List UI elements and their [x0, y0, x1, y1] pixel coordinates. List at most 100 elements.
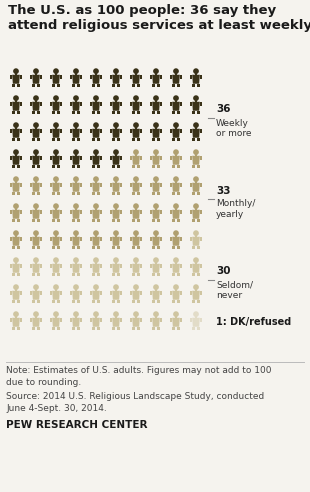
- Polygon shape: [192, 318, 200, 327]
- Circle shape: [193, 311, 199, 317]
- Bar: [150, 264, 152, 268]
- Bar: [95, 235, 97, 237]
- Bar: [150, 101, 152, 106]
- Bar: [40, 264, 42, 268]
- Bar: [50, 183, 52, 186]
- Bar: [17, 138, 20, 141]
- Bar: [57, 246, 60, 249]
- Circle shape: [153, 230, 159, 236]
- Bar: [55, 73, 57, 75]
- Bar: [70, 237, 72, 241]
- Bar: [110, 210, 112, 214]
- Bar: [37, 138, 40, 141]
- Bar: [17, 111, 20, 114]
- Bar: [157, 192, 160, 195]
- Circle shape: [53, 176, 59, 182]
- Bar: [35, 127, 37, 129]
- Polygon shape: [12, 183, 20, 192]
- Bar: [92, 300, 95, 304]
- Bar: [75, 316, 78, 318]
- Circle shape: [73, 311, 79, 317]
- Bar: [172, 300, 175, 304]
- Bar: [153, 327, 155, 330]
- Bar: [90, 317, 92, 322]
- Polygon shape: [92, 237, 100, 246]
- Bar: [33, 111, 35, 114]
- Bar: [73, 138, 75, 141]
- Circle shape: [113, 203, 119, 209]
- Bar: [80, 237, 82, 241]
- Bar: [175, 262, 177, 264]
- Bar: [10, 74, 12, 79]
- Circle shape: [33, 230, 39, 236]
- Circle shape: [153, 95, 159, 101]
- Polygon shape: [192, 291, 200, 300]
- Bar: [172, 84, 175, 88]
- Bar: [113, 138, 115, 141]
- Bar: [132, 138, 135, 141]
- Bar: [160, 237, 162, 241]
- Bar: [197, 138, 200, 141]
- Bar: [97, 327, 100, 330]
- Polygon shape: [152, 102, 160, 111]
- Bar: [160, 183, 162, 186]
- Polygon shape: [112, 102, 120, 111]
- Bar: [75, 181, 78, 183]
- Bar: [140, 128, 142, 132]
- Circle shape: [173, 95, 179, 101]
- Circle shape: [113, 284, 119, 290]
- Bar: [135, 208, 137, 210]
- Circle shape: [193, 149, 199, 155]
- Bar: [137, 246, 140, 249]
- Bar: [170, 210, 172, 214]
- Bar: [140, 155, 142, 159]
- Bar: [157, 273, 160, 277]
- Bar: [180, 237, 182, 241]
- Bar: [40, 101, 42, 106]
- Bar: [92, 219, 95, 222]
- Bar: [90, 155, 92, 159]
- Bar: [97, 273, 100, 277]
- Circle shape: [113, 257, 119, 263]
- Bar: [177, 138, 179, 141]
- Bar: [40, 317, 42, 322]
- Polygon shape: [172, 264, 180, 273]
- Polygon shape: [152, 75, 160, 84]
- Bar: [52, 84, 55, 88]
- Bar: [30, 290, 32, 295]
- Polygon shape: [192, 102, 200, 111]
- Bar: [57, 165, 60, 168]
- Polygon shape: [192, 183, 200, 192]
- Polygon shape: [12, 210, 20, 219]
- Polygon shape: [132, 291, 140, 300]
- Bar: [193, 327, 195, 330]
- Bar: [37, 84, 40, 88]
- Bar: [195, 100, 197, 102]
- Bar: [155, 73, 157, 75]
- Circle shape: [113, 68, 119, 74]
- Bar: [120, 74, 122, 79]
- Bar: [10, 101, 12, 106]
- Bar: [33, 165, 35, 168]
- Polygon shape: [92, 264, 100, 273]
- Bar: [12, 84, 15, 88]
- Bar: [30, 101, 32, 106]
- Polygon shape: [132, 183, 140, 192]
- Polygon shape: [52, 129, 60, 138]
- Bar: [195, 154, 197, 156]
- Bar: [80, 101, 82, 106]
- Bar: [33, 273, 35, 277]
- Bar: [157, 165, 160, 168]
- Polygon shape: [172, 318, 180, 327]
- Bar: [50, 101, 52, 106]
- Bar: [50, 237, 52, 241]
- Bar: [113, 327, 115, 330]
- Bar: [110, 317, 112, 322]
- Circle shape: [33, 257, 39, 263]
- Bar: [80, 317, 82, 322]
- Circle shape: [33, 149, 39, 155]
- Polygon shape: [32, 210, 40, 219]
- Bar: [77, 111, 80, 114]
- Bar: [12, 111, 15, 114]
- Bar: [73, 246, 75, 249]
